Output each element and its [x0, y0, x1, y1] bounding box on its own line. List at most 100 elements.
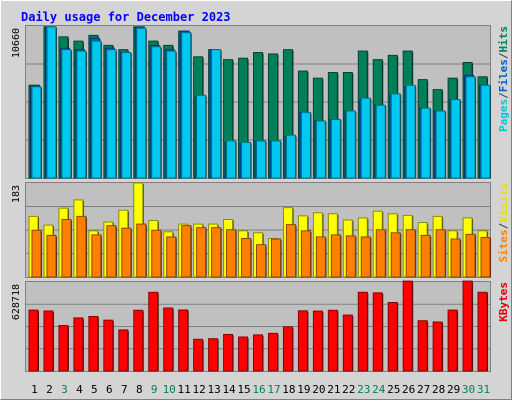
bar-visits-sites-day-25 — [390, 232, 401, 278]
bar-hits-pages-day-26 — [405, 84, 416, 179]
bar-hits-pages-day-23 — [360, 97, 371, 179]
bar-kbytes-kbytes-day-10 — [163, 307, 174, 372]
bar-hits-pages-day-1 — [31, 86, 42, 179]
panel-visits-legend: Sites/Visits — [497, 183, 510, 263]
legend-hits-item-0: Pages — [497, 99, 510, 132]
bar-hits-pages-day-16 — [256, 140, 267, 179]
panel-visits-ymax-label: 183 — [11, 185, 22, 203]
bar-hits-pages-day-9 — [151, 46, 162, 179]
bar-kbytes-kbytes-day-8 — [133, 309, 144, 372]
x-tick-label-day-9: 9 — [151, 383, 158, 396]
x-tick-label-day-14: 14 — [222, 383, 236, 396]
bar-visits-sites-day-18 — [285, 224, 296, 278]
x-tick-label-day-24: 24 — [372, 383, 386, 396]
bar-kbytes-kbytes-day-29 — [447, 309, 458, 372]
legend-hits-item-4: Hits — [497, 26, 510, 53]
bar-hits-pages-day-18 — [285, 134, 296, 179]
x-tick-label-day-8: 8 — [136, 383, 143, 396]
x-tick-label-day-20: 20 — [312, 383, 325, 396]
bar-hits-pages-day-6 — [106, 49, 117, 179]
x-tick-label-day-7: 7 — [121, 383, 128, 396]
x-tick-label-day-12: 12 — [193, 383, 206, 396]
legend-visits-item-2: Visits — [497, 183, 510, 223]
bar-hits-pages-day-10 — [166, 50, 177, 179]
bar-kbytes-kbytes-day-1 — [28, 309, 39, 372]
bar-kbytes-kbytes-day-16 — [253, 334, 264, 372]
x-tick-label-day-30: 30 — [462, 383, 475, 396]
x-tick-label-day-17: 17 — [267, 383, 280, 396]
bar-hits-pages-day-25 — [390, 93, 401, 179]
bar-visits-sites-day-22 — [345, 235, 356, 278]
bar-hits-pages-day-13 — [211, 49, 222, 179]
bar-visits-sites-day-9 — [151, 229, 162, 278]
bar-hits-pages-day-12 — [196, 94, 207, 179]
bar-hits-pages-day-31 — [480, 84, 491, 179]
bar-kbytes-kbytes-day-2 — [43, 310, 54, 372]
bar-kbytes-kbytes-day-19 — [297, 310, 308, 372]
x-tick-label-day-4: 4 — [76, 383, 83, 396]
bar-visits-sites-day-13 — [211, 227, 222, 278]
bar-hits-pages-day-11 — [181, 32, 192, 179]
x-tick-label-day-25: 25 — [387, 383, 400, 396]
bar-visits-sites-day-29 — [450, 238, 461, 278]
bar-visits-sites-day-4 — [76, 215, 87, 278]
x-tick-label-day-2: 2 — [46, 383, 53, 396]
x-tick-label-day-10: 10 — [163, 383, 176, 396]
bar-kbytes-kbytes-day-17 — [267, 332, 278, 372]
bar-visits-sites-day-17 — [270, 238, 281, 278]
bar-hits-pages-day-5 — [91, 40, 102, 179]
bar-visits-sites-day-15 — [241, 237, 252, 278]
bar-kbytes-kbytes-day-15 — [238, 336, 249, 372]
bar-hits-pages-day-27 — [420, 107, 431, 179]
x-tick-label-day-26: 26 — [402, 383, 415, 396]
x-tick-label-day-23: 23 — [357, 383, 370, 396]
bar-hits-pages-day-17 — [270, 140, 281, 179]
x-tick-label-day-27: 27 — [417, 383, 430, 396]
bar-visits-sites-day-14 — [226, 229, 237, 278]
bar-hits-pages-day-19 — [300, 111, 311, 179]
x-tick-label-day-3: 3 — [61, 383, 68, 396]
bar-hits-pages-day-20 — [315, 120, 326, 179]
bar-visits-sites-day-27 — [420, 234, 431, 278]
bar-kbytes-kbytes-day-28 — [432, 321, 443, 372]
bar-hits-pages-day-28 — [435, 110, 446, 179]
x-tick-label-day-15: 15 — [237, 383, 250, 396]
bar-visits-sites-day-10 — [166, 236, 177, 278]
bar-hits-pages-day-4 — [76, 50, 87, 179]
bar-visits-sites-day-5 — [91, 234, 102, 278]
x-tick-label-day-13: 13 — [207, 383, 220, 396]
bar-kbytes-kbytes-day-7 — [118, 329, 129, 372]
bar-visits-sites-day-12 — [196, 227, 207, 278]
panel-hits-ymax-label: 10660 — [11, 28, 22, 58]
bar-visits-sites-day-16 — [256, 244, 267, 278]
bar-visits-sites-day-8 — [136, 223, 147, 278]
x-tick-label-day-18: 18 — [282, 383, 295, 396]
x-tick-label-day-16: 16 — [252, 383, 265, 396]
bar-hits-pages-day-14 — [226, 140, 237, 179]
bar-visits-sites-day-2 — [46, 234, 57, 278]
bar-hits-pages-day-22 — [345, 110, 356, 179]
legend-hits-item-2: Files — [497, 59, 510, 92]
bar-visits-sites-day-24 — [375, 229, 386, 278]
bar-kbytes-kbytes-day-9 — [148, 291, 159, 372]
bar-kbytes-kbytes-day-30 — [462, 280, 473, 372]
legend-kbytes-item-0: KBytes — [497, 282, 510, 322]
bar-hits-pages-day-24 — [375, 104, 386, 179]
bar-kbytes-kbytes-day-11 — [178, 309, 189, 372]
bar-visits-sites-day-21 — [330, 234, 341, 278]
bar-visits-sites-day-20 — [315, 236, 326, 278]
legend-hits-item-3: / — [497, 52, 510, 59]
bar-visits-sites-day-28 — [435, 229, 446, 278]
bar-kbytes-kbytes-day-20 — [312, 310, 323, 372]
x-tick-label-day-19: 19 — [297, 383, 310, 396]
bar-kbytes-kbytes-day-23 — [357, 291, 368, 372]
panel-kbytes-legend: KBytes — [497, 282, 510, 322]
bar-kbytes-kbytes-day-12 — [193, 338, 204, 372]
legend-hits-item-1: / — [497, 92, 510, 99]
bar-kbytes-kbytes-day-4 — [73, 317, 84, 372]
bar-kbytes-kbytes-day-13 — [208, 338, 219, 372]
bar-kbytes-kbytes-day-5 — [88, 316, 99, 372]
bar-hits-pages-day-3 — [61, 49, 72, 179]
bar-visits-sites-day-19 — [300, 230, 311, 278]
